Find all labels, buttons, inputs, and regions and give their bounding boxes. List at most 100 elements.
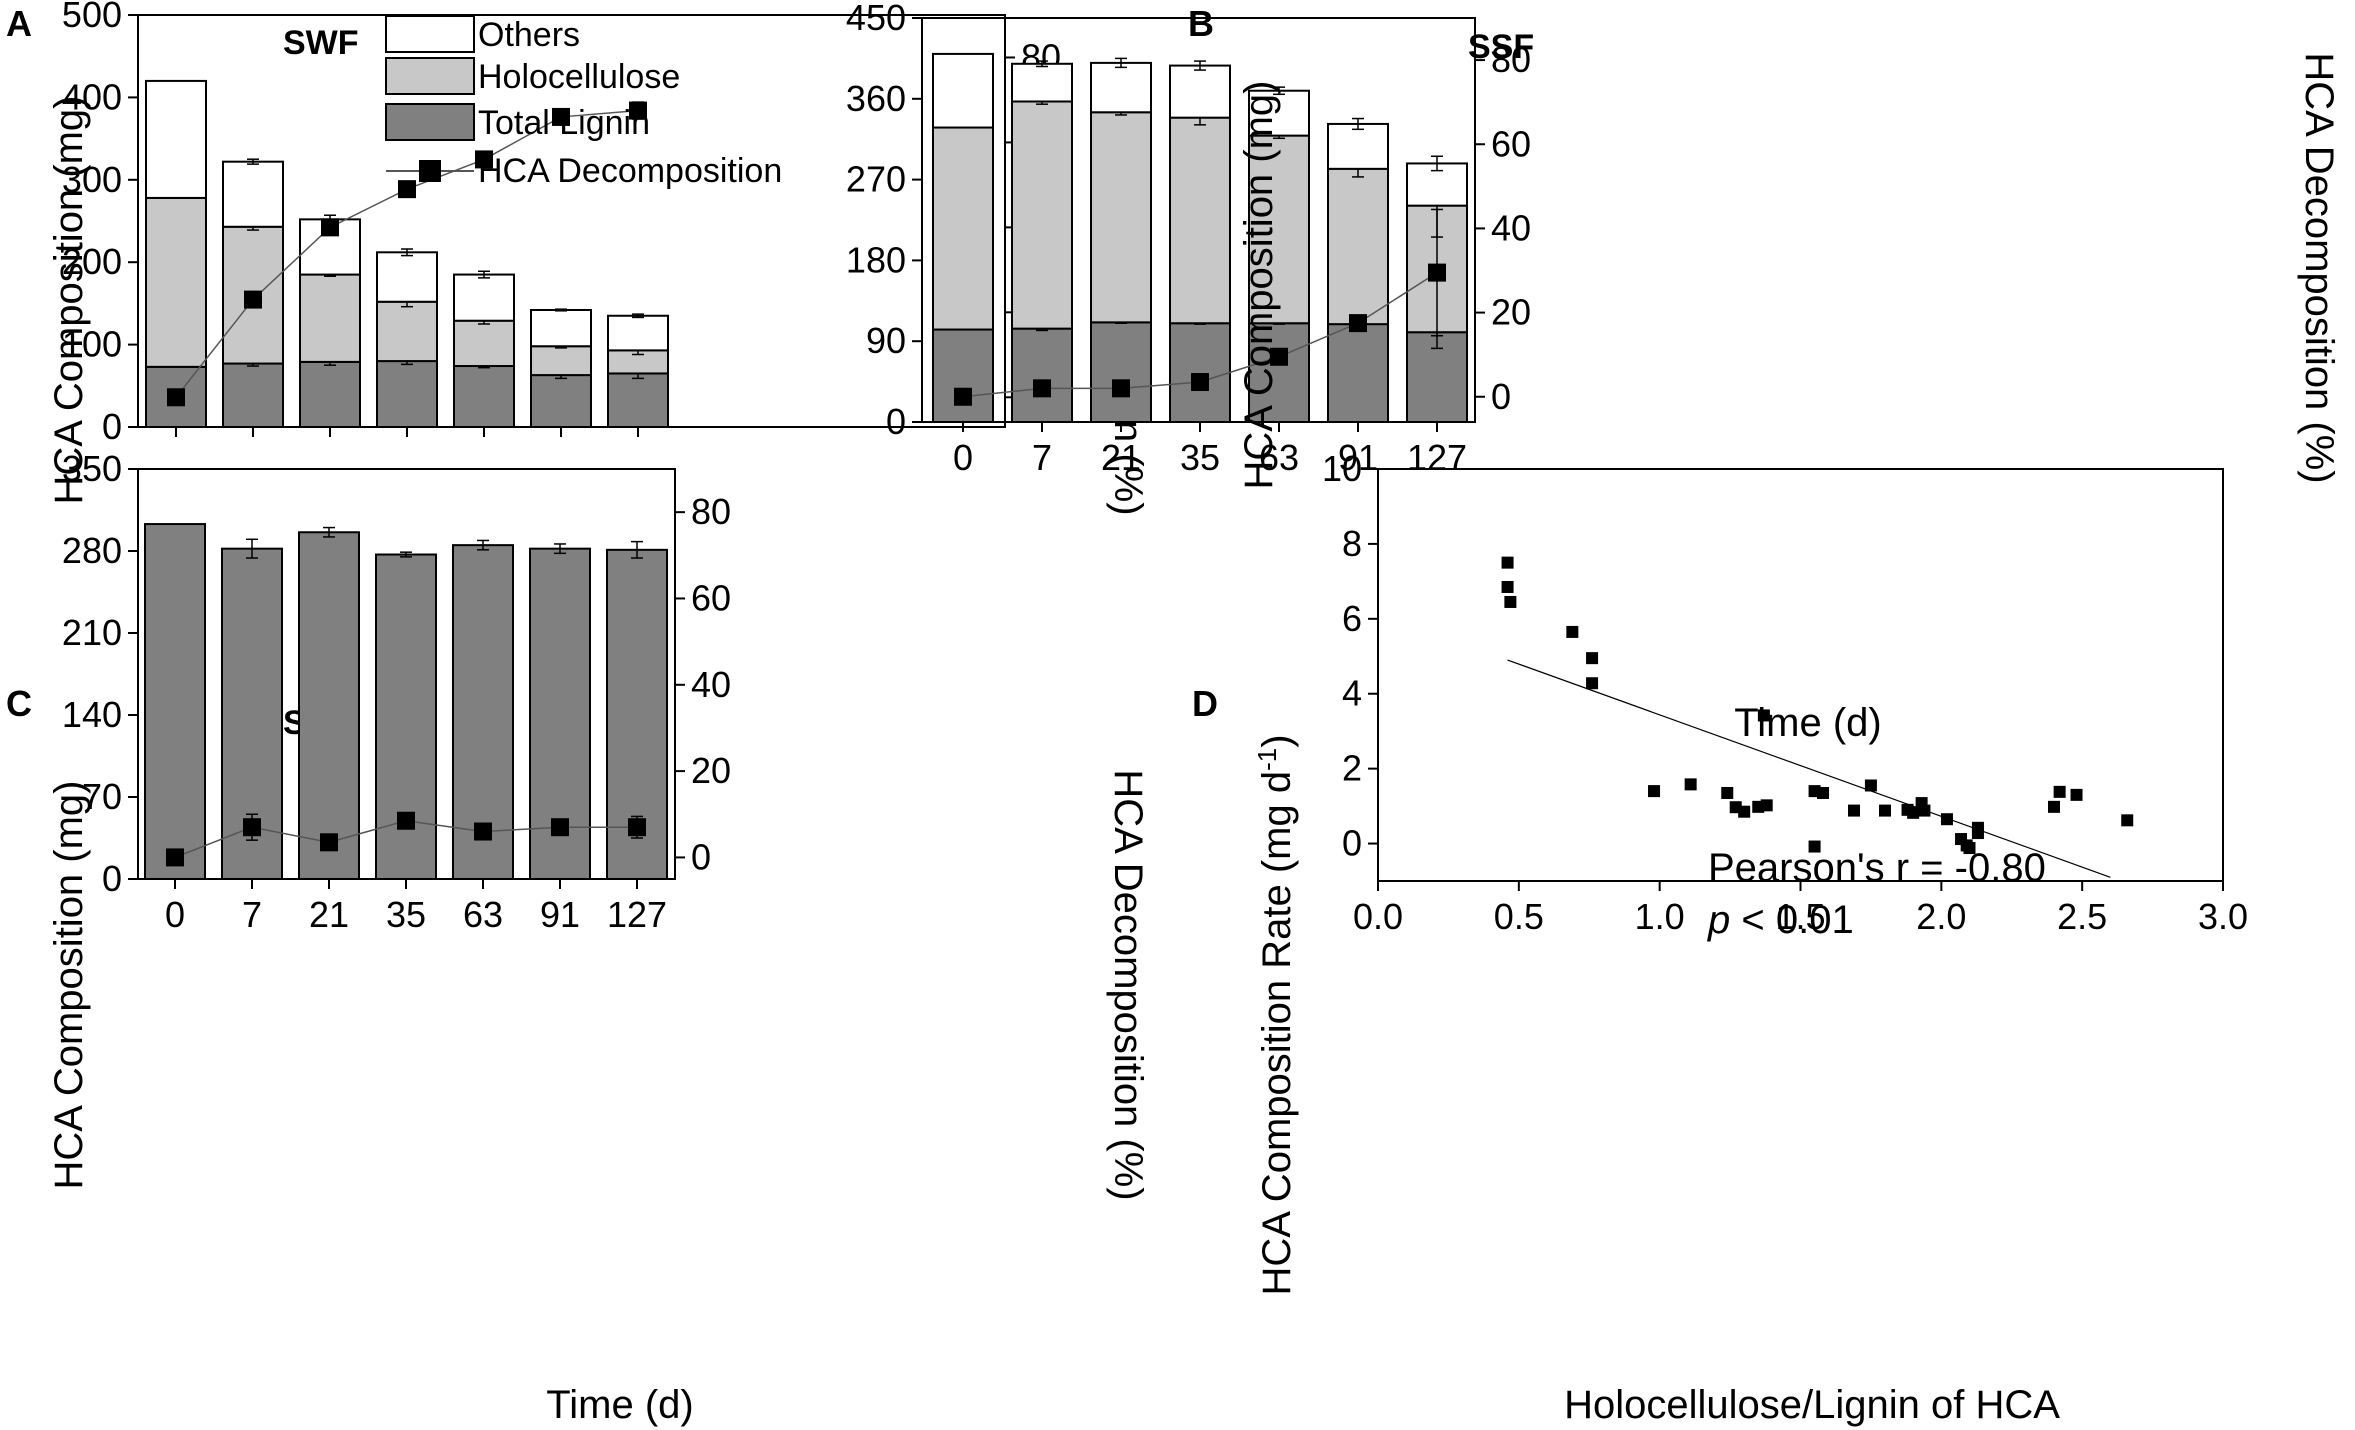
panel-a-bar-total-lignin-21	[299, 360, 361, 428]
legend: Others Holocellulose Total Lignin HCA De…	[385, 15, 782, 190]
panel-c-xtick-label: 21	[309, 894, 349, 935]
panel-a-decomposition-point-127	[629, 101, 647, 120]
panel-b-bar-holocellulose-7	[1011, 100, 1073, 330]
legend-swatch-others	[385, 15, 475, 53]
panel-a-ytick-label: 0	[102, 406, 122, 447]
panel-b-ytick-label: 0	[886, 401, 906, 442]
panel-d-xtick-label: 2.0	[1916, 896, 1966, 937]
p-value-annotation: p < 0.01	[1707, 898, 1854, 942]
panel-b-xtick-label: 0	[953, 437, 973, 478]
panel-c-y2tick-label: 0	[691, 836, 711, 877]
panel-d-scatter-point	[1879, 804, 1891, 817]
panel-c-xtick-label: 127	[607, 894, 667, 935]
panel-c-xtick-label: 0	[165, 894, 185, 935]
panel-b-decomposition-point-63	[1270, 347, 1288, 366]
panel-b-decomposition-point-35	[1191, 373, 1209, 392]
legend-swatch-holocellulose	[385, 57, 475, 95]
panel-c-ytick-label: 280	[62, 530, 122, 571]
panel-d-scatter-point	[1501, 556, 1514, 569]
panel-a-decomposition-point-7	[244, 290, 262, 309]
panel-a-bar-total-lignin-63	[453, 365, 515, 428]
panel-d-fit-line	[1507, 659, 2111, 878]
panel-b-bar-total-lignin-91	[1327, 323, 1389, 423]
panel-d-ytick-label: 8	[1342, 523, 1362, 564]
panel-c-xtick-label: 91	[540, 894, 580, 935]
panel-a-bar-holocellulose-21	[299, 273, 361, 363]
legend-marker-decomposition	[419, 160, 441, 182]
panel-c-xtick-label: 7	[242, 894, 262, 935]
panel-b-y2-axis-label: HCA Decomposition (%)	[2297, 52, 2341, 483]
panel-a-bar-holocellulose-63	[453, 319, 515, 368]
panel-d-scatter-point	[2070, 788, 2083, 801]
panel-d-scatter-point	[1918, 804, 1931, 817]
panel-a-title: SWF	[283, 24, 359, 62]
panel-b-y2tick-label: 60	[1491, 123, 1531, 164]
panel-d-scatter-point	[1817, 786, 1830, 799]
panel-c-bar-total-lignin-35	[375, 553, 437, 880]
panel-d-ytick-label: 10	[1322, 448, 1362, 489]
panel-d-ytick-label: 0	[1342, 823, 1362, 864]
panel-d-scatter-point	[1963, 842, 1976, 855]
correlation-annotation: Pearson's r = -0.80	[1708, 846, 2046, 890]
panel-b-xtick-label: 35	[1180, 437, 1220, 478]
panel-b-ytick-label: 180	[846, 239, 906, 280]
panel-d-xtick-label: 3.0	[2198, 896, 2248, 937]
panel-d-scatter-point	[2053, 785, 2066, 798]
panel-d-x-axis-label: Holocellulose/Lignin of HCA	[1564, 1383, 2060, 1427]
panel-b-ytick-label: 360	[846, 78, 906, 119]
panel-d-scatter-point	[1648, 785, 1661, 798]
panel-d-ytick-label: 6	[1342, 598, 1362, 639]
panel-b-xtick-label: 21	[1101, 437, 1141, 478]
panel-b-bar-holocellulose-91	[1327, 167, 1389, 326]
panel-a-bar-others-91	[530, 308, 592, 348]
panel-a-bar-others-63	[453, 273, 515, 322]
panel-a-bar-others-35	[376, 251, 438, 303]
panel-c-bar-total-lignin-0	[144, 523, 206, 880]
panel-d: D 0.0 0.5 1.0 1.5 2.0 2.5 3.0 0 2 4 6 8 10 HCA Compo…	[1192, 448, 2248, 1427]
panel-c-decomposition-point-7	[243, 818, 261, 837]
legend-label-lignin: Total Lignin	[478, 104, 650, 142]
panel-b-bar-holocellulose-35	[1169, 116, 1231, 325]
panel-d-scatter-point	[1566, 625, 1579, 638]
panel-c-y-axis-label: HCA Composition (mg)	[47, 780, 91, 1189]
panel-a-decomposition-point-0	[167, 388, 185, 407]
panel-d-xtick-label: 1.5	[1775, 896, 1825, 937]
panel-b-tag: B	[1188, 3, 1214, 44]
panel-b-bar-others-7	[1011, 62, 1073, 103]
panel-a-bar-holocellulose-91	[530, 345, 592, 377]
panel-a-bar-total-lignin-127	[607, 372, 669, 429]
panel-a-decomposition-point-35	[398, 180, 416, 199]
panel-c-ytick-label: 210	[62, 612, 122, 653]
panel-a-ytick-label: 500	[62, 0, 122, 35]
panel-a: A SWF 0100200300400500020406080 HCA Comp…	[6, 0, 1150, 516]
panel-c-bar-total-lignin-21	[298, 531, 360, 880]
panel-a-ytick-label: 300	[62, 159, 122, 200]
panel-c-y2tick-label: 40	[691, 664, 731, 705]
panel-d-scatter-point	[1907, 806, 1920, 819]
panel-d-scatter-point	[1684, 778, 1697, 791]
panel-b-xtick-label: 7	[1032, 437, 1052, 478]
panel-d-scatter-point	[1586, 652, 1599, 665]
panel-d-tag: D	[1192, 683, 1218, 724]
panel-b-x-axis-label: Time (d)	[1734, 701, 1881, 745]
panel-b-bar-holocellulose-0	[932, 126, 994, 331]
panel-c-decomposition-point-21	[320, 833, 338, 852]
panel-b-bar-others-0	[932, 52, 994, 129]
panel-c-ytick-label: 350	[62, 448, 122, 489]
panel-b-bar-total-lignin-0	[932, 328, 994, 424]
panel-b-bar-total-lignin-35	[1169, 322, 1231, 423]
panel-d-scatter-point	[1864, 779, 1877, 792]
panel-a-bar-total-lignin-35	[376, 360, 438, 428]
panel-b-y-axis-label: HCA Composition (mg)	[1237, 80, 1281, 489]
panel-c-y2tick-label: 20	[691, 750, 731, 791]
panel-c: C SLF 0701402102803500204060800721356391…	[6, 448, 1150, 1427]
panel-a-bar-others-0	[145, 79, 207, 199]
panel-d-scatter-point	[1721, 786, 1734, 799]
panel-b-decomposition-point-127	[1428, 263, 1446, 282]
panel-d-scatter-point	[1940, 813, 1953, 826]
panel-b-bar-holocellulose-21	[1090, 111, 1152, 324]
panel-b-xtick-label: 91	[1338, 437, 1378, 478]
legend-label-decomposition: HCA Decomposition	[478, 152, 782, 190]
panel-a-ytick-label: 100	[62, 324, 122, 365]
